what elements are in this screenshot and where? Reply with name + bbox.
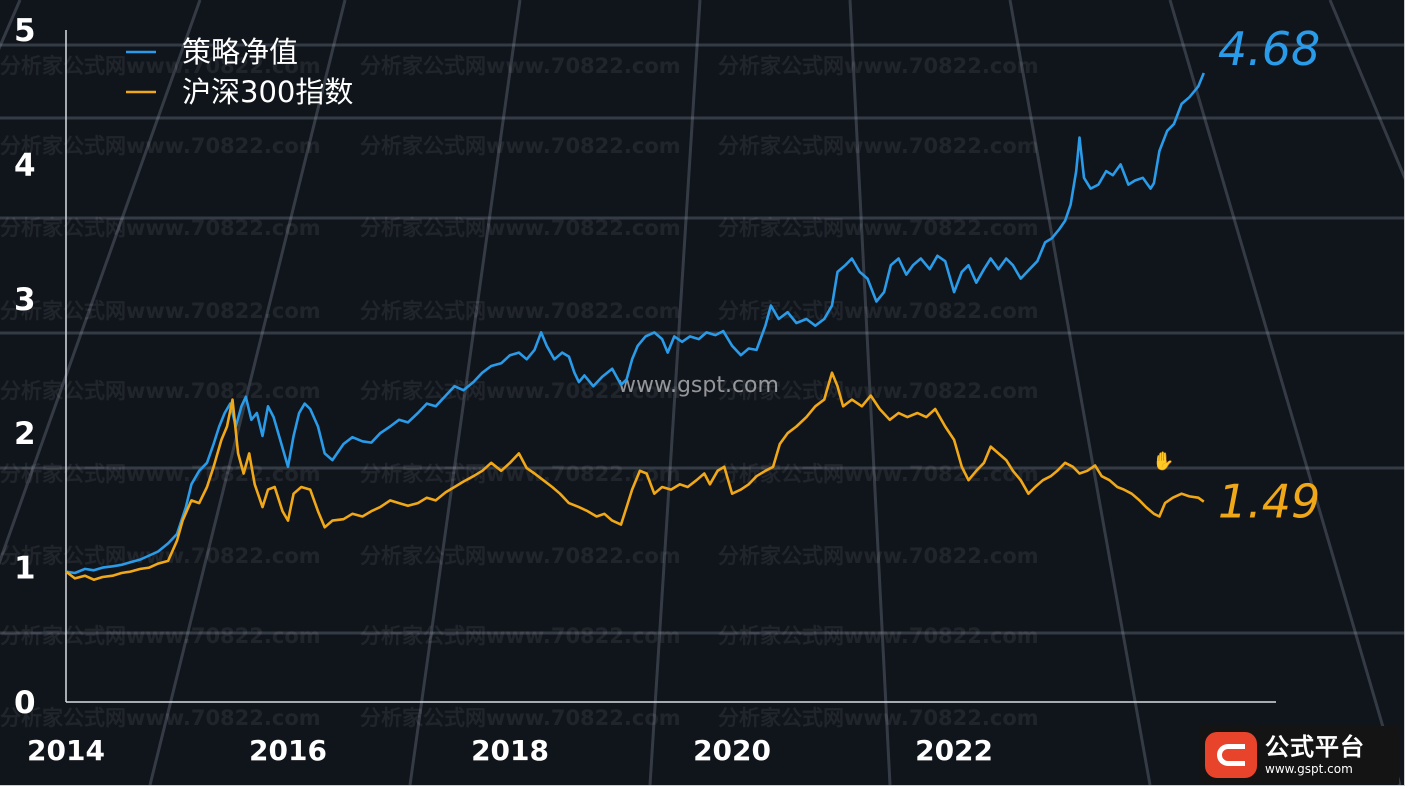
watermark-text: 分析家公式网www.70822.com [718,134,1039,158]
x-tick-label: 2016 [249,734,327,767]
series-layer [65,72,1206,581]
y-tick-label: 0 [14,685,36,721]
watermark-text: 分析家公式网www.70822.com [360,134,681,158]
y-tick-label: 2 [14,416,36,452]
grid-line-vertical [648,0,702,785]
watermark-text: 分析家公式网www.70822.com [0,379,321,403]
watermark-text: 分析家公式网www.70822.com [0,544,321,568]
y-tick-label: 3 [14,282,36,318]
watermark-site: www.gspt.com [618,373,779,398]
grid-line-vertical [1168,0,1402,785]
watermark-text: 分析家公式网www.70822.com [0,299,321,323]
end-labels: 4.68 1.49 [1218,22,1320,529]
watermark-text: 分析家公式网www.70822.com [718,462,1039,486]
watermark-text: 分析家公式网www.70822.com [360,216,681,240]
watermark-text: 分析家公式网www.70822.com [0,462,321,486]
watermark-text: 分析家公式网www.70822.com [718,379,1039,403]
watermark-text: 分析家公式网www.70822.com [0,624,321,648]
hand-cursor-icon: ✋ [1152,451,1175,472]
watermark-layer: 分析家公式网www.70822.com 分析家公式网www.70822.com 分析… [0,54,1039,730]
logo: 公式平台 www.gspt.com [1199,726,1399,784]
watermark-text: 分析家公式网www.70822.com [718,706,1039,730]
y-tick-label: 4 [14,147,36,183]
series-line [65,72,1206,575]
watermark-text: 分析家公式网www.70822.com [0,706,321,730]
watermark-text: 分析家公式网www.70822.com [360,299,681,323]
grid-line-vertical [1328,0,1404,180]
watermark-text: 分析家公式网www.70822.com [360,624,681,648]
watermark-text: 分析家公式网www.70822.com [718,544,1039,568]
x-tick-label: 2018 [471,734,549,767]
logo-url: www.gspt.com [1265,762,1353,776]
grid-line-vertical [148,0,347,785]
watermark-text: 分析家公式网www.70822.com [0,216,321,240]
watermark-text: 分析家公式网www.70822.com [360,462,681,486]
watermark-text: 分析家公式网www.70822.com [718,624,1039,648]
logo-mark-icon [1205,732,1257,778]
x-tick-label: 2020 [693,734,771,767]
y-tick-label: 1 [14,551,36,587]
watermark-text: 分析家公式网www.70822.com [360,706,681,730]
watermark-text: 分析家公式网www.70822.com [0,54,321,78]
y-tick-label: 5 [14,13,36,49]
legend-label: 策略净值 [182,35,298,69]
axes: 0 1 2 3 4 5 2014 2016 2018 2020 2022 [14,13,1276,767]
x-tick-label: 2014 [27,734,105,767]
legend-label: 沪深300指数 [182,75,353,109]
watermark-text: 分析家公式网www.70822.com [718,299,1039,323]
grid-line-vertical [848,0,892,785]
logo-name: 公式平台 [1265,733,1365,761]
grid-line-vertical [0,0,202,566]
watermark-text: 分析家公式网www.70822.com [360,54,681,78]
watermark-text: 分析家公式网www.70822.com [360,379,681,403]
grid-line-vertical [1008,0,1152,785]
watermark-text: 分析家公式网www.70822.com [718,54,1039,78]
watermark-text: 分析家公式网www.70822.com [0,134,321,158]
watermark-text: 分析家公式网www.70822.com [360,544,681,568]
end-value-label: 1.49 [1218,475,1320,529]
series-line [65,371,1205,581]
grid-line-vertical [408,0,522,785]
end-value-label: 4.68 [1218,22,1320,76]
watermark-text: 分析家公式网www.70822.com [718,216,1039,240]
x-tick-label: 2022 [915,734,993,767]
